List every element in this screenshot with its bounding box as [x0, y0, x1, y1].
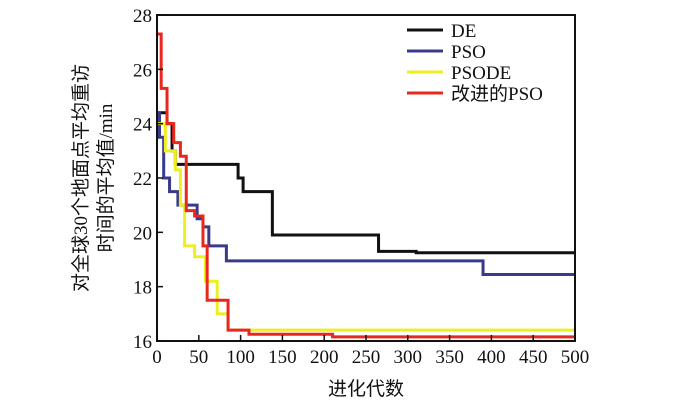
x-tick-label: 500 [561, 347, 590, 368]
y-tick-label: 28 [133, 6, 152, 27]
x-tick-label: 100 [226, 347, 255, 368]
legend-label: 改进的PSO [451, 83, 543, 105]
series-line-0 [157, 111, 575, 255]
x-tick-label: 0 [152, 347, 162, 368]
x-tick-label: 200 [310, 347, 339, 368]
x-tick-label: 50 [189, 347, 208, 368]
y-axis-label-line1: 对全球30个地面点平均重访 [70, 64, 92, 292]
x-tick-label: 150 [268, 347, 297, 368]
legend-label: PSO [451, 42, 486, 63]
y-tick-label: 20 [133, 223, 152, 244]
legend-label: PSODE [451, 63, 511, 84]
x-tick-label: 250 [352, 347, 381, 368]
legend-label: DE [451, 21, 476, 42]
y-axis-label-line2: 时间的平均值/min [95, 103, 117, 252]
x-tick-label: 450 [519, 347, 548, 368]
y-tick-label: 22 [133, 169, 152, 190]
plot-frame [156, 14, 576, 342]
x-tick-label: 400 [477, 347, 506, 368]
x-tick-label: 350 [435, 347, 464, 368]
x-axis-label: 进化代数 [328, 378, 404, 400]
series-line-1 [157, 111, 575, 276]
series-line-3 [157, 32, 575, 339]
y-tick-label: 24 [133, 115, 153, 136]
y-tick-label: 18 [133, 278, 152, 299]
y-tick-label: 16 [133, 332, 152, 353]
x-tick-label: 300 [394, 347, 423, 368]
y-tick-label: 26 [133, 60, 152, 81]
series-line-2 [157, 122, 575, 332]
